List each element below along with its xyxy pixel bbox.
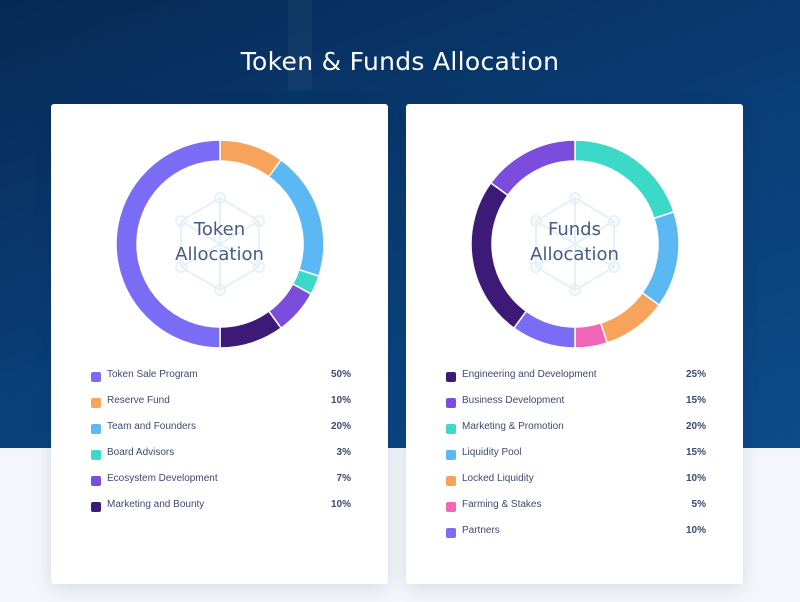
donut-slice-business-development[interactable] xyxy=(489,139,576,197)
legend-value: 50% xyxy=(330,369,351,380)
donut-slice-token-sale-program[interactable] xyxy=(115,139,221,349)
legend-label: Business Development xyxy=(462,395,565,406)
token-allocation-legend: Token Sale Program 50% Reserve Fund 10% Team… xyxy=(91,366,351,522)
legend-label: Marketing and Bounty xyxy=(107,499,205,510)
legend-value: 5% xyxy=(691,499,706,510)
donut-center-label: Funds Allocation xyxy=(466,217,683,267)
legend-value: 15% xyxy=(685,395,706,406)
legend-label: Team and Founders xyxy=(107,421,196,432)
legend-label: Liquidity Pool xyxy=(462,447,522,458)
donut-center-label: Token Allocation xyxy=(111,217,328,267)
legend-swatch xyxy=(446,450,456,460)
legend-swatch xyxy=(446,502,456,512)
center-label-line-2: Allocation xyxy=(175,244,264,265)
legend-item-farming-and-stakes: Farming & Stakes 5% xyxy=(446,496,706,522)
legend-swatch xyxy=(446,398,456,408)
legend-label: Locked Liquidity xyxy=(462,473,534,484)
token-allocation-card: Token Allocation Token Sale Program 50% Re… xyxy=(51,104,388,584)
legend-swatch xyxy=(446,372,456,382)
legend-label: Board Advisors xyxy=(107,447,175,458)
legend-value: 20% xyxy=(330,421,351,432)
legend-value: 20% xyxy=(685,421,706,432)
legend-item-engineering-and-development: Engineering and Development 25% xyxy=(446,366,706,392)
network-watermark-icon xyxy=(530,192,620,296)
legend-value: 10% xyxy=(330,395,351,406)
legend-item-marketing-and-promotion: Marketing & Promotion 20% xyxy=(446,418,706,444)
legend-item-locked-liquidity: Locked Liquidity 10% xyxy=(446,470,706,496)
center-label-line-2: Allocation xyxy=(530,244,619,265)
center-label-line-1: Funds xyxy=(548,219,601,240)
legend-label: Reserve Fund xyxy=(107,395,170,406)
legend-label: Marketing & Promotion xyxy=(462,421,564,432)
legend-swatch xyxy=(91,502,101,512)
funds-allocation-card: Funds Allocation Engineering and Develop… xyxy=(406,104,743,584)
legend-swatch xyxy=(91,424,101,434)
legend-value: 10% xyxy=(685,525,706,536)
legend-value: 10% xyxy=(685,473,706,484)
legend-label: Token Sale Program xyxy=(107,369,198,380)
legend-label: Ecosystem Development xyxy=(107,473,218,484)
legend-swatch xyxy=(446,424,456,434)
donut-slice-marketing-and-bounty[interactable] xyxy=(219,310,283,349)
legend-swatch xyxy=(91,372,101,382)
donut-slice-locked-liquidity[interactable] xyxy=(599,291,661,344)
legend-value: 15% xyxy=(685,447,706,458)
legend-item-team-and-founders: Team and Founders 20% xyxy=(91,418,351,444)
funds-allocation-donut-chart xyxy=(470,139,680,349)
network-watermark-icon xyxy=(175,192,265,296)
hero-decoration xyxy=(288,0,312,90)
legend-swatch xyxy=(446,528,456,538)
legend-item-business-development: Business Development 15% xyxy=(446,392,706,418)
legend-label: Farming & Stakes xyxy=(462,499,542,510)
funds-allocation-legend: Engineering and Development 25% Business D… xyxy=(446,366,706,548)
legend-label: Partners xyxy=(462,525,500,536)
legend-item-reserve-fund: Reserve Fund 10% xyxy=(91,392,351,418)
legend-value: 7% xyxy=(336,473,351,484)
legend-item-partners: Partners 10% xyxy=(446,522,706,548)
legend-item-board-advisors: Board Advisors 3% xyxy=(91,444,351,470)
legend-swatch xyxy=(91,398,101,408)
legend-item-liquidity-pool: Liquidity Pool 15% xyxy=(446,444,706,470)
legend-swatch xyxy=(91,450,101,460)
donut-slice-farming-and-stakes[interactable] xyxy=(574,321,609,349)
legend-value: 3% xyxy=(336,447,351,458)
legend-item-token-sale-program: Token Sale Program 50% xyxy=(91,366,351,392)
legend-label: Engineering and Development xyxy=(462,369,597,380)
page-title: Token & Funds Allocation xyxy=(240,46,560,76)
legend-item-ecosystem-development: Ecosystem Development 7% xyxy=(91,470,351,496)
legend-value: 25% xyxy=(685,369,706,380)
legend-swatch xyxy=(446,476,456,486)
center-label-line-1: Token xyxy=(193,219,246,240)
legend-value: 10% xyxy=(330,499,351,510)
legend-swatch xyxy=(91,476,101,486)
token-allocation-donut-chart xyxy=(115,139,325,349)
legend-item-marketing-and-bounty: Marketing and Bounty 10% xyxy=(91,496,351,522)
